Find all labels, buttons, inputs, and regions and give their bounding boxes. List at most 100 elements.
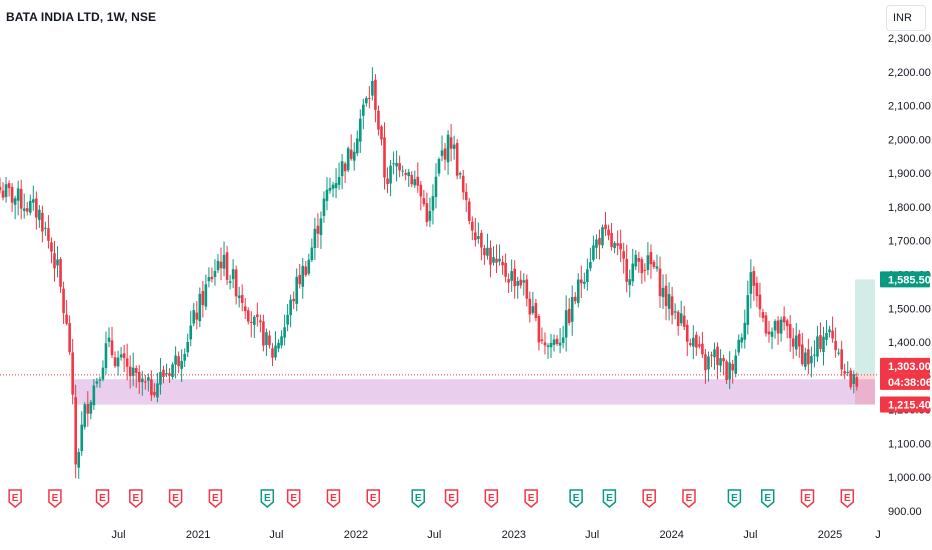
candle-body [280,336,283,345]
candle-body [583,282,586,284]
candle-body [226,252,229,280]
candle-body [344,164,347,172]
position-target-zone[interactable] [855,279,875,374]
candle-body [447,135,450,163]
candle-body [683,316,686,327]
earnings-marker[interactable]: E [209,490,221,507]
candle-body [535,303,538,318]
earnings-marker[interactable]: E [327,490,339,507]
candle-body [74,397,77,464]
candle-body [638,258,641,262]
candle-body [589,262,592,268]
candle-body [777,320,780,333]
candle-body [56,259,59,265]
candle-body [756,283,759,296]
candle-body [183,354,186,361]
candle-body [849,370,852,387]
candle-body [698,344,701,346]
earnings-letter: E [573,493,580,504]
countdown-tag: 04:38:06 [880,374,932,390]
earnings-marker[interactable]: E [762,490,774,507]
candle-body [159,372,162,385]
earnings-marker[interactable]: E [728,490,740,507]
candle-body [47,228,50,241]
earnings-marker[interactable]: E [9,490,21,507]
candle-body [613,243,616,248]
candle-body [83,404,86,427]
earnings-marker[interactable]: E [570,490,582,507]
candle-body [810,356,813,363]
earnings-marker[interactable]: E [603,490,615,507]
y-tick-label: 2,100.00 [888,101,931,113]
candle-body [153,392,156,395]
candle-body [229,281,232,283]
candle-body [747,295,750,325]
candle-body [250,322,253,323]
candle-body [298,275,301,284]
candle-body [762,312,765,318]
x-axis[interactable]: Jul 2021 Jul 2022 Jul 2023 Jul 2024 Jul 2025 J [111,529,880,541]
candle-body [801,344,804,364]
candle-body [108,338,111,342]
candle-body [174,356,177,365]
candle-body [323,199,326,216]
earnings-marker[interactable]: E [802,490,814,507]
candle-body [138,372,141,382]
candle-body [350,150,353,159]
earnings-marker[interactable]: E [367,490,379,507]
candle-body [486,248,489,256]
earnings-marker[interactable]: E [683,490,695,507]
earnings-marker[interactable]: E [130,490,142,507]
x-tick-label: 2024 [659,529,683,541]
candle-body [843,371,846,374]
earnings-marker[interactable]: E [261,490,273,507]
candle-body [317,226,320,234]
candle-body [701,344,704,355]
candle-body [241,295,244,303]
candle-body [846,372,849,373]
candle-body [580,280,583,284]
candle-body [383,137,386,177]
candle-body [571,297,574,322]
candle-body [474,232,477,240]
earnings-marker[interactable]: E [525,490,537,507]
candle-body [674,311,677,312]
candle-body [710,355,713,356]
candle-body [783,316,786,322]
candle-body [265,332,268,345]
earnings-marker[interactable]: E [446,490,458,507]
earnings-marker[interactable]: E [288,490,300,507]
candle-body [526,279,529,298]
y-tick-label: 1,800.00 [888,202,931,214]
candle-body [592,245,595,260]
candle-body [522,280,525,282]
candle-body [90,402,93,414]
candle-body [202,291,205,305]
price-tag-text: 1,585.50 [888,274,931,286]
earnings-marker[interactable]: E [485,490,497,507]
candle-body [498,259,501,262]
x-tick-label: Jul [427,529,441,541]
earnings-layer: EEEEEEEEEEEEEEEEEEEEEE [9,490,853,507]
candle-body [205,284,208,306]
earnings-marker[interactable]: E [841,490,853,507]
candle-body [93,386,96,406]
earnings-marker[interactable]: E [170,490,182,507]
earnings-marker[interactable]: E [643,490,655,507]
candle-body [214,271,217,277]
candle-body [426,203,429,222]
earnings-marker[interactable]: E [49,490,61,507]
candle-body [547,345,550,346]
candle-body [695,335,698,348]
x-tick-label: 2021 [186,529,210,541]
candle-body [768,332,771,335]
candle-body [87,404,90,414]
x-tick-label: Jul [585,529,599,541]
stop-tag: 1,215.40 [880,396,931,412]
earnings-marker[interactable]: E [412,490,424,507]
earnings-marker[interactable]: E [97,490,109,507]
candle-body [120,354,123,357]
earnings-letter: E [804,493,811,504]
candle-body [420,185,423,197]
